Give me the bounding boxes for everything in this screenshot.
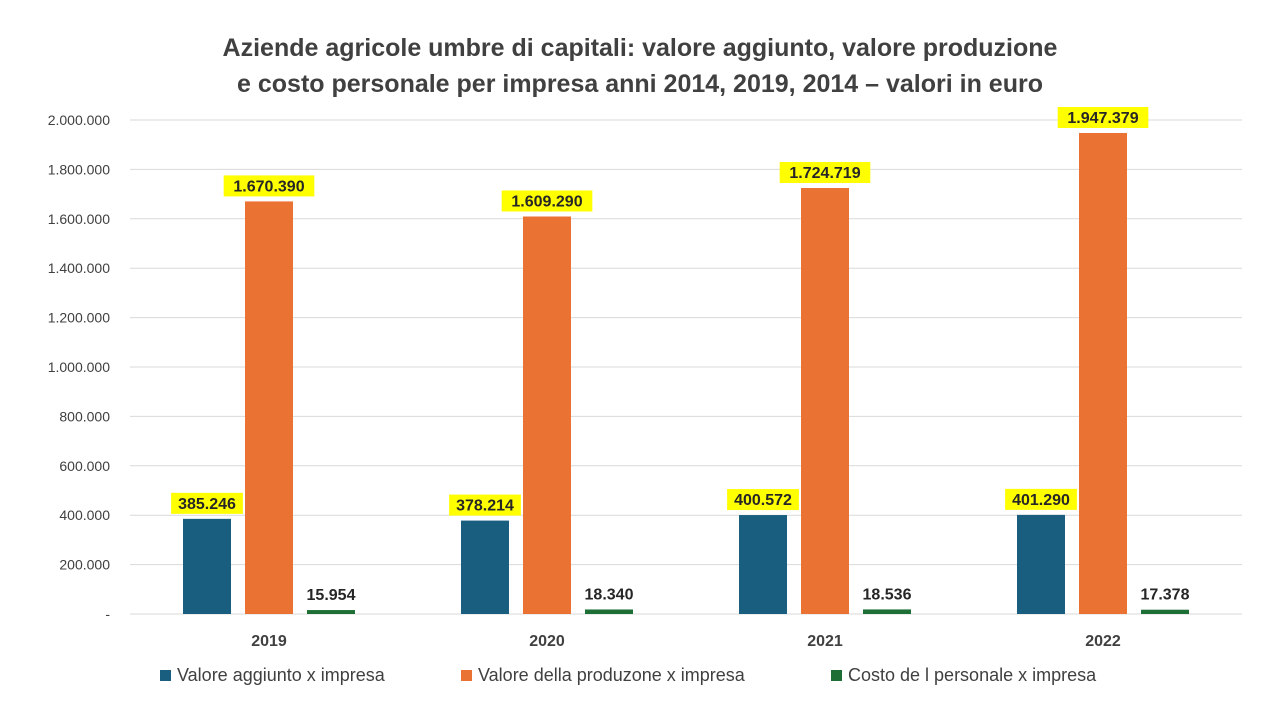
chart-legend: Valore aggiunto x impresa Valore della pr… [0,665,1280,689]
data-label-highlight [449,494,521,516]
y-tick-label: 600.000 [59,458,110,474]
y-tick-label: 800.000 [59,408,110,424]
data-label: 18.536 [863,586,912,603]
y-tick-label: 1.600.000 [48,211,110,227]
y-tick-label: 1.400.000 [48,260,110,276]
y-tick-label: 1.800.000 [48,161,110,177]
data-label-highlight [1005,488,1077,510]
y-tick-label: 200.000 [59,557,110,573]
chart-title-line-1: Aziende agricole umbre di capitali: valo… [222,34,1058,62]
legend-item: Costo de l personale x impresa [831,665,1096,686]
legend-swatch [160,670,171,681]
legend-swatch [831,670,842,681]
chart-title-line-2: e costo personale per impresa anni 2014,… [237,70,1043,98]
data-label: 1.947.379 [1067,110,1138,127]
data-label: 18.340 [585,586,634,603]
legend-item: Valore aggiunto x impresa [160,665,385,686]
y-tick-label: 1.000.000 [48,359,110,375]
legend-label: Valore della produzone x impresa [478,665,745,685]
legend-item: Valore della produzone x impresa [461,665,745,686]
bar [245,201,293,614]
bar [801,187,849,615]
bar [585,609,633,614]
bar [1017,514,1065,614]
bar [739,515,787,614]
y-tick-label: 1.200.000 [48,310,110,326]
y-tick-label: 2.000.000 [48,112,110,128]
data-label: 400.572 [734,492,792,509]
x-tick-label: 2021 [807,633,843,650]
legend-label: Valore aggiunto x impresa [177,665,385,685]
bar [461,520,509,614]
data-label: 1.609.290 [511,194,582,211]
data-label: 15.954 [307,587,356,604]
bar [307,610,355,614]
data-label: 1.724.719 [789,165,860,182]
data-label-highlight [727,489,799,511]
bar [1079,132,1127,615]
y-tick-label: 400.000 [59,507,110,523]
data-label: 401.290 [1012,492,1070,509]
data-label: 385.246 [178,496,236,513]
data-label-highlight [223,175,315,197]
legend-label: Costo de l personale x impresa [848,665,1097,685]
data-label: 1.670.390 [233,178,304,195]
data-label-highlight [779,161,871,183]
legend-swatch [461,670,472,681]
data-label: 378.214 [456,498,514,515]
bar [1141,609,1189,614]
x-tick-label: 2022 [1085,633,1121,650]
data-label: 17.378 [1141,587,1190,604]
data-label-highlight [1057,106,1149,128]
bar [523,216,571,614]
bar [183,518,231,614]
data-label-highlight [501,190,593,212]
x-tick-label: 2020 [529,633,565,650]
x-tick-label: 2019 [251,633,287,650]
data-label-highlight [171,492,243,514]
bar [863,609,911,614]
y-tick-label: - [105,606,110,622]
